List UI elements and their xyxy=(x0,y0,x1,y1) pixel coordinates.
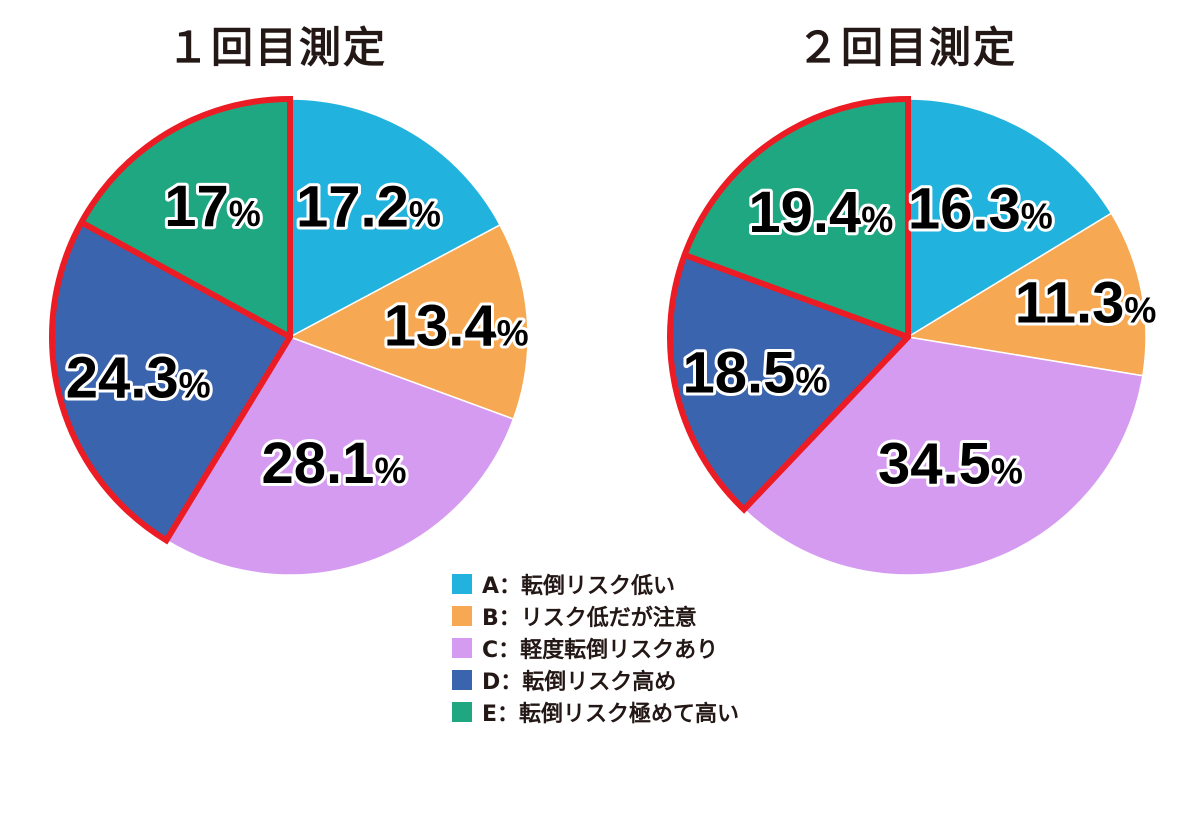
pie-2-label-b: 11.3% xyxy=(1015,271,1157,336)
pie-2-slice-c xyxy=(742,336,1144,576)
pie-1-slice-a xyxy=(289,98,502,339)
legend-item-b: B：リスク低だが注意 xyxy=(452,601,739,631)
pie-2-value-b: 11.3 xyxy=(1015,271,1125,336)
pie-2-unit-e: % xyxy=(861,199,893,240)
pie-1-value-c: 28.1 xyxy=(262,431,375,496)
pie-2-slice-b xyxy=(905,212,1147,377)
pie-1-unit-d: % xyxy=(179,365,211,406)
pie-1-unit-b: % xyxy=(497,313,529,354)
pie-2-value-d: 18.5 xyxy=(683,341,796,406)
chart-2-title: ２回目測定 xyxy=(796,23,1017,72)
pie-1-label-e: 17% xyxy=(164,174,261,239)
pie-1-label-c: 28.1% xyxy=(262,431,407,496)
pie-2-value-a: 16.3 xyxy=(908,176,1021,241)
legend-item-d: D：転倒リスク高め xyxy=(452,665,739,695)
legend-swatch-a xyxy=(452,574,472,594)
legend-item-e: E：転倒リスク極めて高い xyxy=(452,697,739,727)
pie-1-value-b: 13.4 xyxy=(384,294,497,359)
pie-1-value-a: 17.2 xyxy=(296,174,409,239)
pie-2-value-e: 19.4 xyxy=(748,180,861,245)
pie-2-unit-b: % xyxy=(1124,290,1156,331)
pie-2-label-a: 16.3% xyxy=(908,176,1053,241)
legend-item-c: C：軽度転倒リスクあり xyxy=(452,633,739,663)
pie-1-unit-e: % xyxy=(229,193,261,234)
pie-1-slice-b xyxy=(288,223,529,420)
pie-2-highlight-outline xyxy=(667,95,911,514)
legend: A：転倒リスク低い B：リスク低だが注意 C：軽度転倒リスクあり D：転倒リスク… xyxy=(452,569,739,729)
pie-1-unit-a: % xyxy=(409,193,441,234)
legend-item-a: A：転倒リスク低い xyxy=(452,569,739,599)
pie-2-value-c: 34.5 xyxy=(878,431,991,496)
pie-1-label-b: 13.4% xyxy=(384,294,529,359)
pie-2-unit-d: % xyxy=(795,360,827,401)
pie-1-slice-c xyxy=(165,336,515,576)
pie-1-label-d: 24.3% xyxy=(66,346,211,411)
pie-1-highlight-outline xyxy=(49,95,293,545)
pie-2-unit-c: % xyxy=(991,450,1023,491)
pie-1-unit-c: % xyxy=(374,450,406,491)
legend-label-c: C：軽度転倒リスクあり xyxy=(482,638,719,663)
pie-1-label-a: 17.2% xyxy=(296,174,441,239)
pie-1-highlight-divider xyxy=(79,219,292,340)
pie-2-highlight-divider xyxy=(683,252,910,340)
legend-label-a: A：転倒リスク低い xyxy=(482,574,676,599)
pie-2-label-d: 18.5% xyxy=(683,341,828,406)
legend-label-b: B：リスク低だが注意 xyxy=(482,606,697,631)
legend-label-d: D：転倒リスク高め xyxy=(482,670,677,695)
pie-2-unit-a: % xyxy=(1021,195,1053,236)
legend-swatch-e xyxy=(452,702,472,722)
chart-1-title: １回目測定 xyxy=(166,23,387,72)
legend-swatch-d xyxy=(452,670,472,690)
pie-1-value-d: 24.3 xyxy=(66,346,179,411)
legend-label-e: E：転倒リスク極めて高い xyxy=(482,702,740,727)
pie-2-slice-a xyxy=(907,98,1113,339)
pie-2-label-c: 34.5% xyxy=(878,431,1023,496)
legend-swatch-b xyxy=(452,606,472,626)
legend-swatch-c xyxy=(452,638,472,658)
pie-1-value-e: 17 xyxy=(164,174,229,239)
pie-2-label-e: 19.4% xyxy=(748,180,893,245)
